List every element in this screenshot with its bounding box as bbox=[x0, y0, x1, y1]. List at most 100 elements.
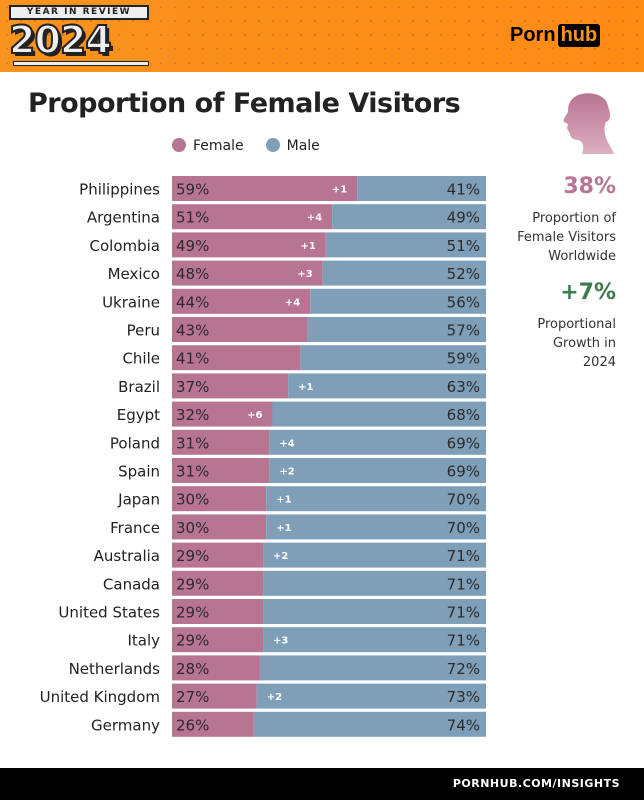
male-bar bbox=[263, 570, 486, 596]
country-label: France bbox=[110, 519, 160, 537]
stat-female-share: 38% bbox=[563, 174, 616, 199]
change-label: +3 bbox=[297, 269, 312, 280]
female-bar bbox=[172, 317, 308, 342]
change-label: +1 bbox=[301, 241, 316, 252]
country-label: United Kingdom bbox=[40, 688, 160, 706]
change-label: +4 bbox=[279, 438, 294, 449]
female-bar bbox=[172, 204, 333, 230]
footer-url[interactable]: PORNHUB.COM/INSIGHTS bbox=[452, 777, 620, 790]
female-value-label: 30% bbox=[176, 491, 209, 509]
male-value-label: 74% bbox=[447, 716, 480, 734]
country-label: Brazil bbox=[118, 378, 160, 396]
male-value-label: 69% bbox=[447, 434, 480, 452]
male-bar bbox=[266, 514, 486, 540]
legend-male-swatch bbox=[265, 138, 280, 152]
female-bar bbox=[172, 373, 289, 399]
female-bar bbox=[172, 655, 260, 681]
badge-top-text: YEAR IN REVIEW bbox=[9, 5, 149, 20]
male-value-label: 72% bbox=[447, 660, 480, 678]
stat-growth-label: Proportional Growth in 2024 bbox=[537, 317, 616, 370]
badge-underline bbox=[13, 61, 149, 66]
female-value-label: 32% bbox=[176, 406, 209, 424]
legend-female: Female bbox=[172, 138, 244, 154]
female-bar bbox=[172, 486, 267, 512]
badge-year: 2024 bbox=[8, 17, 113, 63]
female-value-label: 43% bbox=[176, 322, 209, 340]
female-value-label: 59% bbox=[176, 181, 209, 199]
male-value-label: 71% bbox=[447, 632, 480, 650]
female-bar bbox=[172, 260, 323, 286]
side-panel: 38% Proportion of Female Visitors Worldw… bbox=[476, 92, 616, 372]
female-bar bbox=[172, 288, 311, 314]
change-label: +2 bbox=[279, 467, 294, 478]
female-bar bbox=[172, 599, 264, 624]
male-value-label: 49% bbox=[447, 209, 480, 227]
female-bar bbox=[172, 458, 270, 483]
female-bar bbox=[172, 711, 254, 737]
male-value-label: 69% bbox=[447, 463, 480, 481]
change-label: +1 bbox=[298, 382, 313, 393]
country-label: Chile bbox=[122, 350, 160, 368]
male-bar bbox=[253, 711, 486, 737]
brand-logo: Porn hub bbox=[510, 24, 601, 47]
country-label: Ukraine bbox=[102, 293, 160, 311]
female-value-label: 29% bbox=[176, 632, 209, 650]
male-value-label: 51% bbox=[447, 237, 480, 255]
legend: Female Male bbox=[172, 138, 320, 154]
stat-female-share-label: Proportion of Female Visitors Worldwide bbox=[517, 211, 616, 264]
country-label: Argentina bbox=[87, 209, 160, 227]
country-label: Japan bbox=[117, 491, 160, 509]
country-label: Poland bbox=[110, 434, 160, 452]
male-bar bbox=[263, 627, 486, 653]
female-value-label: 51% bbox=[176, 209, 209, 227]
change-label: +6 bbox=[247, 410, 262, 421]
country-label: Peru bbox=[127, 322, 160, 340]
footer: PORNHUB.COM/INSIGHTS bbox=[0, 768, 644, 800]
female-value-label: 29% bbox=[176, 547, 209, 565]
male-bar bbox=[310, 288, 486, 314]
change-label: +1 bbox=[276, 523, 291, 534]
female-bar bbox=[172, 232, 326, 258]
male-bar bbox=[266, 486, 486, 512]
female-value-label: 26% bbox=[176, 716, 209, 734]
male-value-label: 57% bbox=[447, 322, 480, 340]
female-bar bbox=[172, 570, 264, 596]
male-bar bbox=[269, 458, 486, 483]
male-bar bbox=[259, 655, 486, 681]
female-value-label: 29% bbox=[176, 604, 209, 622]
male-bar bbox=[288, 373, 486, 399]
male-value-label: 41% bbox=[447, 181, 480, 199]
change-label: +1 bbox=[332, 185, 347, 196]
female-value-label: 44% bbox=[176, 293, 209, 311]
female-value-label: 31% bbox=[176, 434, 209, 452]
male-value-label: 52% bbox=[447, 265, 480, 283]
male-bar bbox=[357, 176, 486, 201]
legend-male-label: Male bbox=[286, 138, 320, 154]
change-label: +3 bbox=[273, 636, 288, 647]
male-bar bbox=[322, 260, 486, 286]
male-bar bbox=[332, 204, 486, 230]
female-bar bbox=[172, 542, 264, 568]
female-value-label: 49% bbox=[176, 237, 209, 255]
country-label: Colombia bbox=[90, 237, 161, 255]
legend-female-label: Female bbox=[193, 138, 244, 154]
female-value-label: 28% bbox=[176, 660, 209, 678]
chart-title: Proportion of Female Visitors bbox=[28, 88, 461, 119]
legend-female-swatch bbox=[172, 138, 186, 152]
female-bar bbox=[172, 176, 358, 201]
header-banner: YEAR IN REVIEW 2024 Porn hub bbox=[0, 0, 644, 72]
country-label: Mexico bbox=[108, 265, 160, 283]
woman-silhouette-icon bbox=[563, 93, 614, 154]
country-label: Germany bbox=[91, 716, 160, 734]
female-bar bbox=[172, 429, 270, 455]
female-value-label: 30% bbox=[176, 519, 209, 537]
female-value-label: 31% bbox=[176, 463, 209, 481]
stat-growth: +7% bbox=[560, 280, 616, 305]
male-value-label: 71% bbox=[447, 547, 480, 565]
male-value-label: 70% bbox=[447, 491, 480, 509]
female-value-label: 27% bbox=[176, 688, 209, 706]
male-value-label: 68% bbox=[447, 406, 480, 424]
female-bar bbox=[172, 401, 273, 427]
female-value-label: 29% bbox=[176, 575, 209, 593]
change-label: +2 bbox=[267, 692, 282, 703]
